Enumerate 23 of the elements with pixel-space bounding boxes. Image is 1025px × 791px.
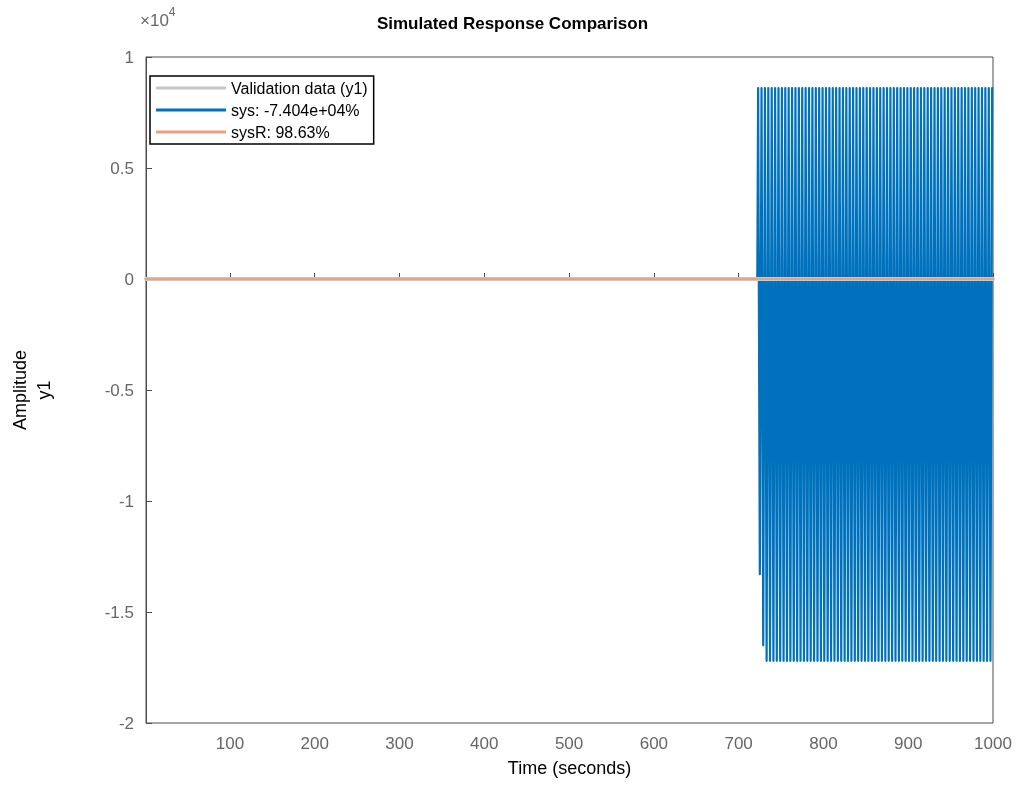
- x-tick-label: 200: [300, 734, 329, 753]
- x-axis-title: Time (seconds): [507, 758, 632, 778]
- legend-label: sys: -7.404e+04%: [231, 101, 360, 119]
- x-tick-label: 600: [639, 734, 669, 753]
- x-tick-label: 1000: [974, 734, 1012, 753]
- legend-label: Validation data (y1): [231, 79, 368, 97]
- x-tick-label: 700: [724, 734, 753, 753]
- x-tick-label: 900: [894, 734, 923, 753]
- y-tick-label: -2: [118, 713, 134, 733]
- y-tick-label: -1.5: [104, 602, 134, 622]
- x-tick-label: 500: [554, 734, 584, 753]
- y-tick-label: 0.5: [110, 158, 134, 178]
- y-tick-label: -1: [118, 491, 134, 511]
- x-tick-label: 300: [385, 734, 414, 753]
- chart-title: Simulated Response Comparison: [376, 14, 649, 33]
- y-axis-title: Amplitude y1: [10, 349, 54, 431]
- y-tick-label: 1: [124, 47, 134, 67]
- y-tick-label: -0.5: [104, 380, 134, 400]
- y-tick-label: 0: [124, 269, 134, 289]
- x-tick-label: 100: [215, 734, 245, 753]
- x-tick-label: 800: [809, 734, 838, 753]
- x-tick-label: 400: [470, 734, 499, 753]
- legend-label: sysR: 98.63%: [231, 123, 330, 141]
